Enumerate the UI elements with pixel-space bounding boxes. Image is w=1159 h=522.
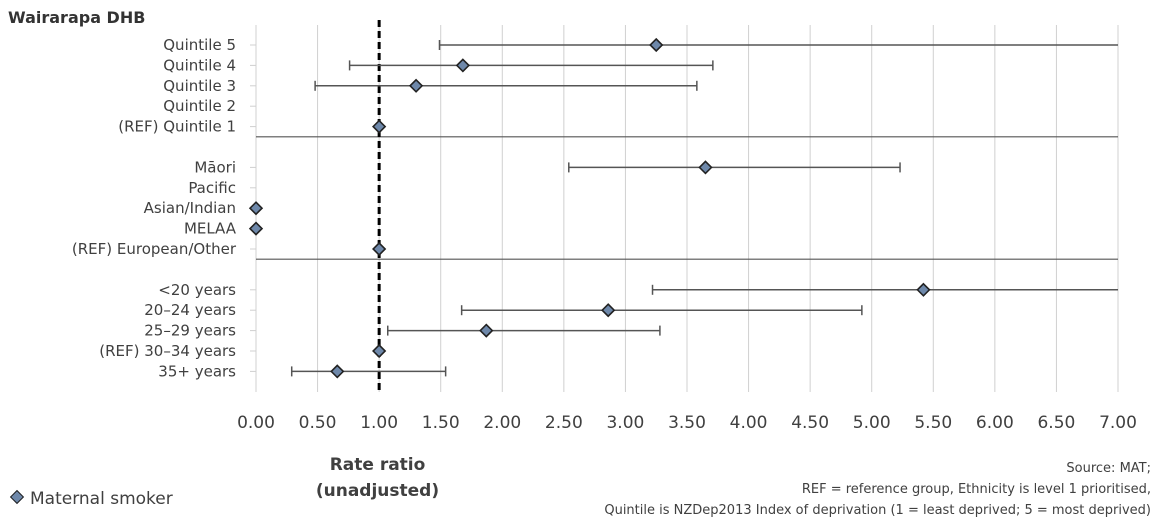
x-tick-label: 0.00 bbox=[237, 413, 275, 433]
category-label: Quintile 3 bbox=[163, 77, 236, 95]
data-point-diamond bbox=[455, 58, 471, 73]
category-label-layer: Quintile 5 Quintile 4 Quintile 3 Quintile 2… bbox=[72, 36, 237, 380]
data-point-diamond bbox=[916, 282, 931, 297]
legend: Maternal smoker bbox=[9, 489, 173, 509]
category-label: Asian/Indian bbox=[144, 199, 236, 217]
x-tick-label: 0.50 bbox=[299, 413, 337, 433]
data-point-diamond bbox=[649, 37, 664, 53]
x-tick-label: 2.00 bbox=[483, 413, 521, 433]
data-point-diamond bbox=[372, 343, 387, 359]
x-tick-label: 4.00 bbox=[730, 413, 768, 433]
x-tick-label-layer: 0.00 0.50 1.00 1.50 2.00 2.50 3.00 3.50 4.00 4.50… bbox=[237, 413, 1137, 433]
point-layer bbox=[248, 37, 931, 379]
category-label: Pacific bbox=[188, 179, 236, 197]
data-point-diamond bbox=[372, 241, 387, 257]
category-label: 25–29 years bbox=[144, 322, 236, 340]
data-point-diamond bbox=[372, 119, 387, 134]
data-point-diamond bbox=[698, 160, 713, 175]
category-label: (REF) European/Other bbox=[72, 240, 237, 258]
grid-layer bbox=[250, 25, 1119, 392]
data-point-diamond bbox=[248, 221, 264, 236]
data-point-diamond bbox=[479, 323, 494, 338]
source-note: Source: MAT; REF = reference group, Ethn… bbox=[451, 458, 1151, 521]
chart-title: Wairarapa DHB bbox=[8, 8, 146, 27]
data-point-diamond bbox=[330, 364, 345, 379]
x-tick-label: 5.00 bbox=[853, 413, 891, 433]
x-tick-label: 4.50 bbox=[791, 413, 829, 433]
group-separators bbox=[256, 136, 1118, 260]
category-label: MELAA bbox=[184, 220, 237, 238]
x-tick-label: 1.50 bbox=[422, 413, 460, 433]
data-point-diamond bbox=[408, 78, 424, 93]
legend-label: Maternal smoker bbox=[30, 489, 173, 509]
data-point-diamond bbox=[601, 303, 616, 318]
category-label: (REF) Quintile 1 bbox=[118, 118, 236, 136]
category-label: Quintile 5 bbox=[163, 36, 236, 54]
category-label: Quintile 2 bbox=[163, 97, 236, 115]
category-label: Quintile 4 bbox=[163, 56, 236, 74]
x-tick-label: 7.00 bbox=[1099, 413, 1137, 433]
x-axis-label-line1: Rate ratio bbox=[329, 455, 426, 475]
source-line-3: Quintile is NZDep2013 Index of deprivati… bbox=[604, 503, 1151, 518]
category-label: Māori bbox=[194, 158, 236, 176]
x-tick-label: 2.50 bbox=[545, 413, 583, 433]
x-tick-label: 6.00 bbox=[976, 413, 1014, 433]
x-axis-label-line2: (unadjusted) bbox=[315, 481, 440, 501]
data-point-diamond bbox=[248, 201, 264, 216]
category-label: (REF) 30–34 years bbox=[99, 342, 236, 360]
legend-diamond-icon bbox=[9, 489, 25, 505]
category-label: 35+ years bbox=[158, 362, 236, 380]
x-tick-label: 5.50 bbox=[914, 413, 952, 433]
x-tick-label: 3.50 bbox=[668, 413, 706, 433]
category-label: 20–24 years bbox=[144, 301, 236, 319]
x-tick-label: 1.00 bbox=[360, 413, 398, 433]
source-line-2: REF = reference group, Ethnicity is leve… bbox=[801, 482, 1151, 497]
x-tick-label: 3.00 bbox=[606, 413, 644, 433]
category-label: <20 years bbox=[158, 281, 236, 299]
x-axis-label: Rate ratio (unadjusted) bbox=[300, 452, 455, 504]
source-line-1: Source: MAT; bbox=[1066, 461, 1151, 476]
x-tick-label: 6.50 bbox=[1037, 413, 1075, 433]
error-bar-layer bbox=[290, 40, 1118, 377]
